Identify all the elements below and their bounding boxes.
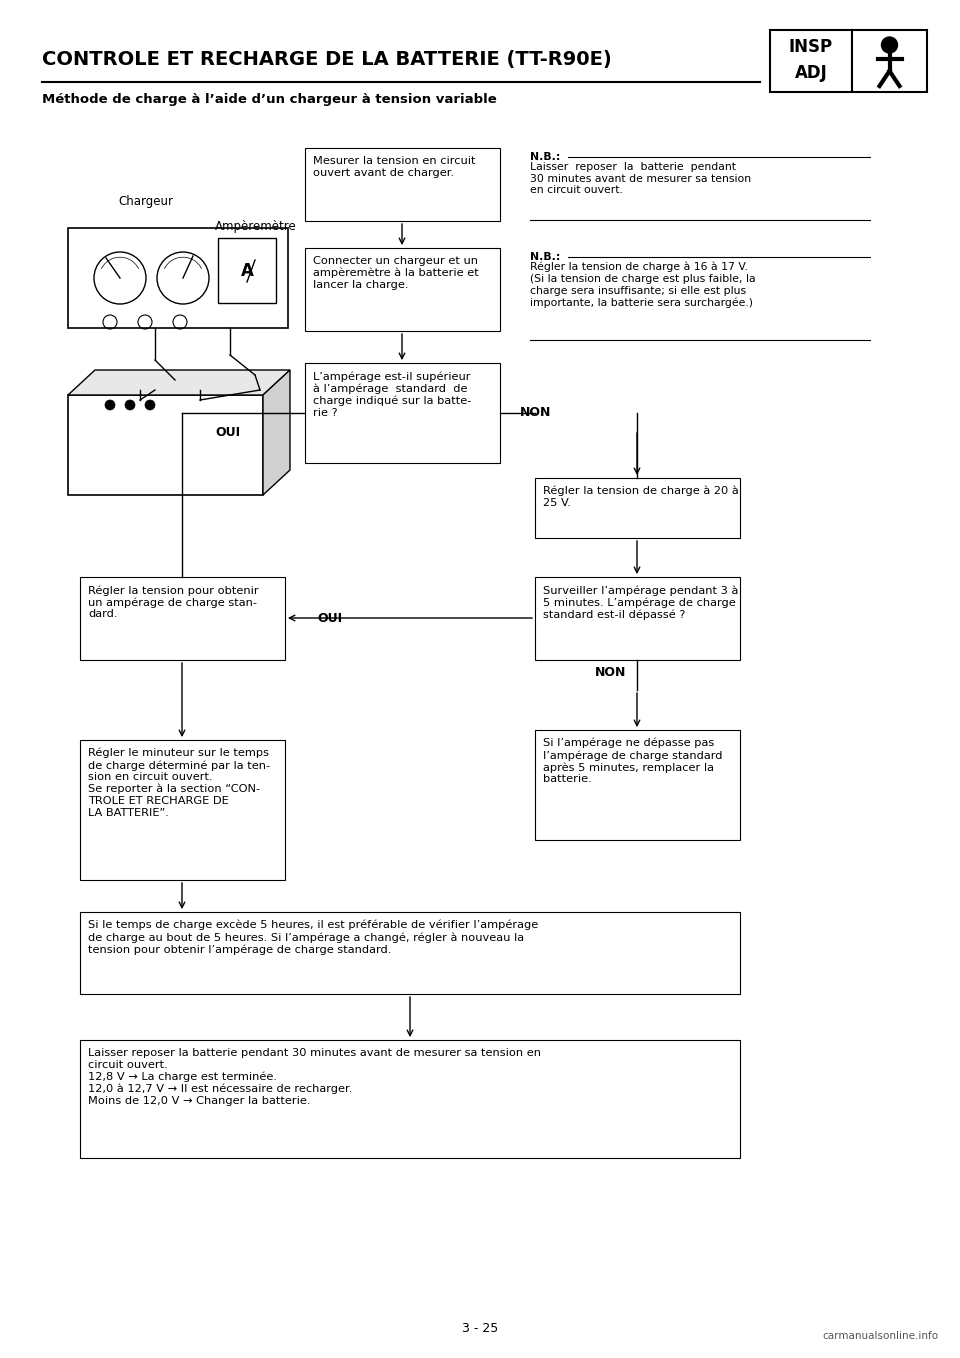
Text: Mesurer la tension en circuit
ouvert avant de charger.: Mesurer la tension en circuit ouvert ava… xyxy=(313,156,475,178)
Bar xyxy=(80,740,285,880)
Text: N.B.:: N.B.: xyxy=(530,253,561,262)
Text: NON: NON xyxy=(595,665,626,679)
Text: 3 - 25: 3 - 25 xyxy=(462,1321,498,1335)
Text: A: A xyxy=(241,262,253,280)
Text: Régler la tension pour obtenir
un ampérage de charge stan-
dard.: Régler la tension pour obtenir un ampéra… xyxy=(88,585,258,619)
Bar xyxy=(852,30,927,92)
Bar xyxy=(68,228,288,329)
Text: Méthode de charge à l’aide d’un chargeur à tension variable: Méthode de charge à l’aide d’un chargeur… xyxy=(42,92,496,106)
Text: L’ampérage est-il supérieur
à l’ampérage  standard  de
charge indiqué sur la bat: L’ampérage est-il supérieur à l’ampérage… xyxy=(313,371,471,417)
Bar xyxy=(535,731,740,841)
Text: OUI: OUI xyxy=(215,426,240,440)
Text: OUI: OUI xyxy=(317,611,342,625)
Text: Si le temps de charge excède 5 heures, il est préférable de vérifier l’ampérage
: Si le temps de charge excède 5 heures, i… xyxy=(88,919,539,955)
Text: Si l’ampérage ne dépasse pas
l’ampérage de charge standard
après 5 minutes, remp: Si l’ampérage ne dépasse pas l’ampérage … xyxy=(543,737,723,785)
Text: Ampèremètre: Ampèremètre xyxy=(215,220,297,234)
Text: Régler le minuteur sur le temps
de charge déterminé par la ten-
sion en circuit : Régler le minuteur sur le temps de charg… xyxy=(88,748,270,818)
Bar xyxy=(80,1040,740,1158)
Circle shape xyxy=(125,401,135,410)
Text: INSP: INSP xyxy=(789,38,833,56)
Text: ADJ: ADJ xyxy=(795,64,828,81)
Text: Connecter un chargeur et un
ampèremètre à la batterie et
lancer la charge.: Connecter un chargeur et un ampèremètre … xyxy=(313,257,479,289)
Text: Chargeur: Chargeur xyxy=(118,196,173,208)
Bar xyxy=(218,238,276,303)
Bar xyxy=(535,478,740,538)
Text: NON: NON xyxy=(520,406,551,420)
Bar xyxy=(770,30,852,92)
Bar xyxy=(80,577,285,660)
Text: Surveiller l’ampérage pendant 3 à
5 minutes. L’ampérage de charge
standard est-i: Surveiller l’ampérage pendant 3 à 5 minu… xyxy=(543,585,738,619)
Text: Régler la tension de charge à 16 à 17 V.
(Si la tension de charge est plus faibl: Régler la tension de charge à 16 à 17 V.… xyxy=(530,262,756,308)
Text: N.B.:: N.B.: xyxy=(530,152,561,162)
Text: Régler la tension de charge à 20 à
25 V.: Régler la tension de charge à 20 à 25 V. xyxy=(543,486,739,508)
Text: carmanualsonline.info: carmanualsonline.info xyxy=(822,1331,938,1340)
Polygon shape xyxy=(68,369,290,395)
Circle shape xyxy=(105,401,115,410)
Text: Laisser  reposer  la  batterie  pendant
30 minutes avant de mesurer sa tension
e: Laisser reposer la batterie pendant 30 m… xyxy=(530,162,751,196)
Bar xyxy=(80,913,740,994)
Circle shape xyxy=(145,401,155,410)
Bar xyxy=(305,249,500,331)
Bar xyxy=(305,363,500,463)
Text: Laisser reposer la batterie pendant 30 minutes avant de mesurer sa tension en
ci: Laisser reposer la batterie pendant 30 m… xyxy=(88,1048,541,1105)
Bar xyxy=(305,148,500,221)
Polygon shape xyxy=(263,369,290,496)
Text: CONTROLE ET RECHARGE DE LA BATTERIE (TT-R90E): CONTROLE ET RECHARGE DE LA BATTERIE (TT-… xyxy=(42,50,612,69)
Circle shape xyxy=(881,37,898,53)
Bar xyxy=(535,577,740,660)
Bar xyxy=(68,395,263,496)
